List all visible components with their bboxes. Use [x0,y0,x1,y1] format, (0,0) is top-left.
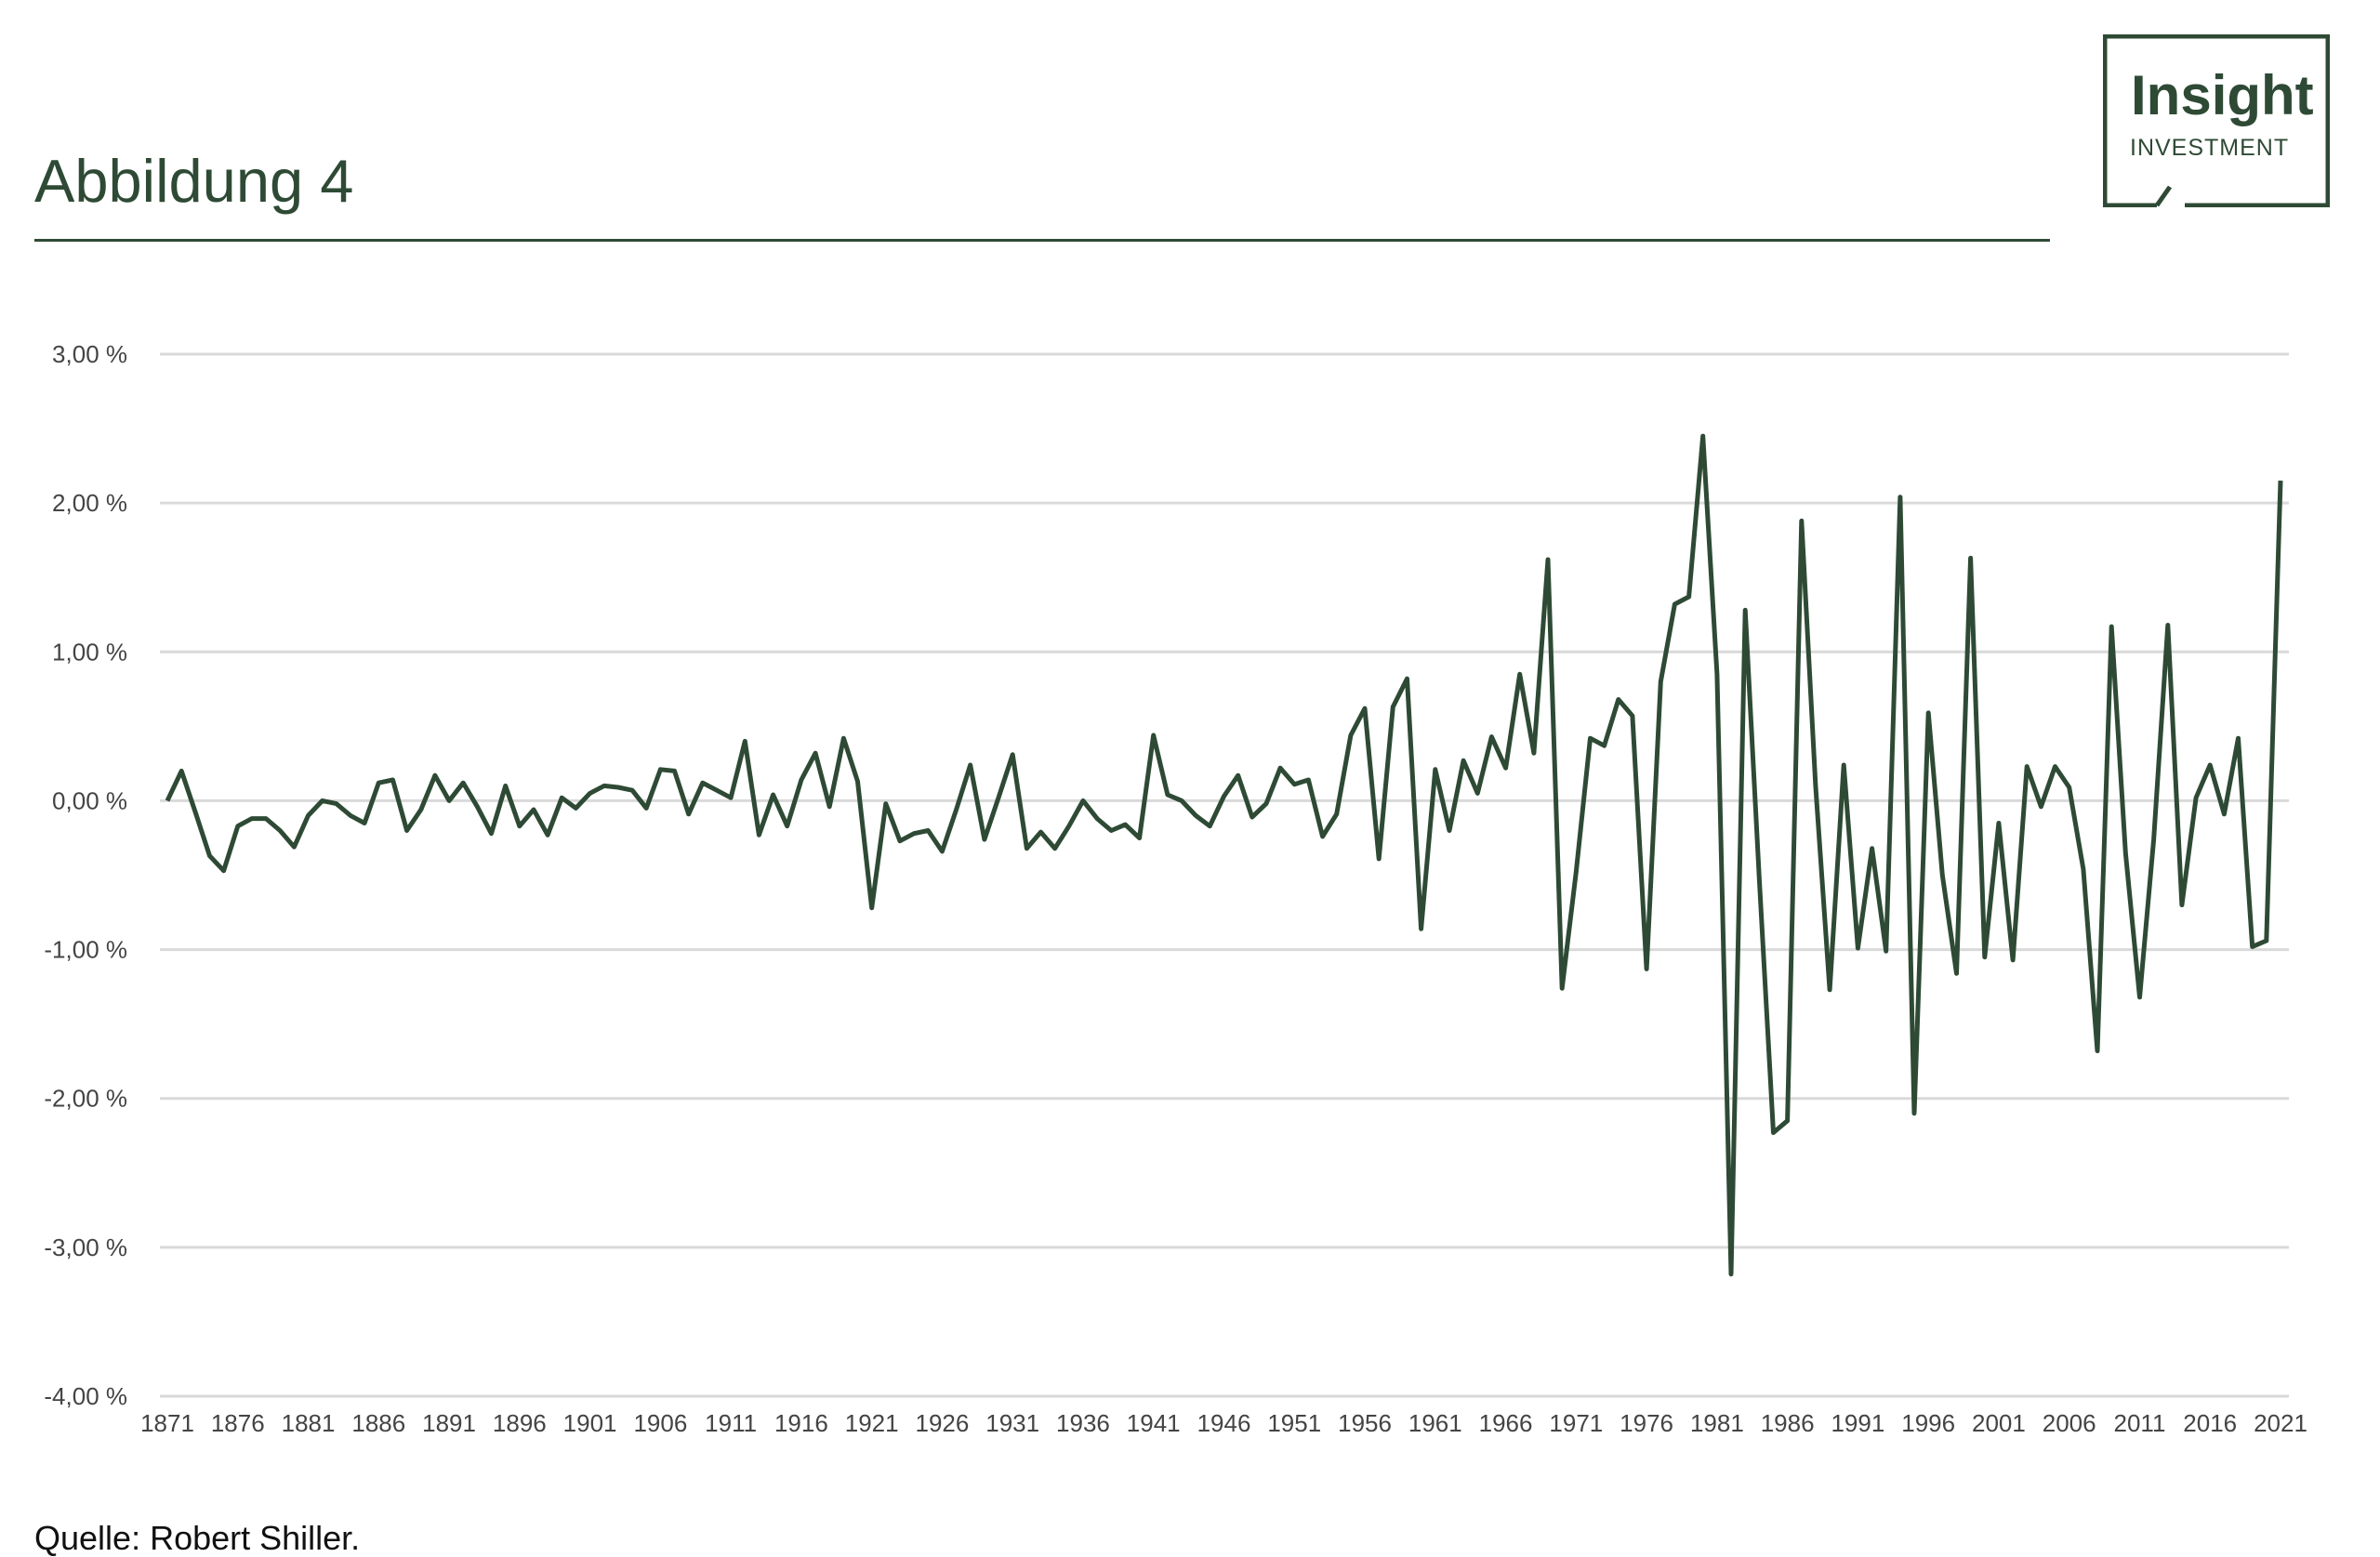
logo-wordmark: Insight [2131,64,2314,126]
y-tick-label: 2,00 % [52,489,127,517]
insight-investment-logo: Insight INVESTMENT [2102,33,2331,208]
x-tick-label: 1981 [1690,1409,1744,1437]
x-tick-label: 1971 [1549,1409,1603,1437]
logo-subtitle: INVESTMENT [2130,135,2290,161]
x-tick-label: 1871 [140,1409,194,1437]
x-tick-label: 1961 [1408,1409,1462,1437]
series-line [165,433,2283,1277]
x-tick-label: 1986 [1761,1409,1815,1437]
x-tick-label: 1896 [493,1409,547,1437]
x-tick-label: 1931 [985,1409,1039,1437]
y-tick-label: -1,00 % [44,936,127,964]
series-line-layer [165,433,2283,1277]
x-tick-label: 2021 [2254,1409,2307,1437]
y-axis-tick-labels: 3,00 % 2,00 % 1,00 % 0,00 % -1,00 % -2,00 % -3… [44,340,127,1410]
x-tick-label: 1996 [1901,1409,1955,1437]
x-axis-tick-labels: 1871 1876 1881 1886 1891 1896 1901 1906 1911 1916… [140,1409,2307,1437]
y-tick-label: 0,00 % [52,786,127,814]
x-tick-label: 2011 [2114,1409,2166,1437]
x-tick-label: 1911 [705,1409,757,1437]
x-tick-label: 1956 [1338,1409,1392,1437]
x-tick-label: 1876 [211,1409,265,1437]
x-tick-label: 2001 [1972,1409,2026,1437]
gridlines [160,352,2289,1398]
x-tick-label: 1941 [1127,1409,1181,1437]
source-note: Quelle: Robert Shiller. [34,1519,361,1557]
x-tick-label: 2006 [2043,1409,2096,1437]
x-tick-label: 1906 [633,1409,687,1437]
y-tick-label: -4,00 % [44,1382,127,1410]
x-tick-label: 1921 [845,1409,899,1437]
y-tick-label: -2,00 % [44,1085,127,1113]
x-tick-label: 1926 [916,1409,970,1437]
x-tick-label: 1946 [1197,1409,1251,1437]
x-tick-label: 1916 [774,1409,828,1437]
x-tick-label: 1881 [282,1409,336,1437]
x-tick-label: 1976 [1620,1409,1673,1437]
line-chart: 3,00 % 2,00 % 1,00 % 0,00 % -1,00 % -2,00 % -3… [44,340,2307,1437]
x-tick-label: 1936 [1056,1409,1110,1437]
x-tick-label: 1951 [1267,1409,1321,1437]
title-divider [34,239,2050,242]
logo-frame-icon [2102,33,2331,208]
x-tick-label: 1966 [1479,1409,1533,1437]
x-tick-label: 1901 [563,1409,617,1437]
y-tick-label: 3,00 % [52,340,127,368]
x-tick-label: 1991 [1831,1409,1884,1437]
x-tick-label: 1891 [422,1409,476,1437]
y-tick-label: -3,00 % [44,1234,127,1261]
x-tick-label: 2016 [2183,1409,2237,1437]
page-title: Abbildung 4 [34,147,354,215]
y-tick-label: 1,00 % [52,638,127,666]
x-tick-label: 1886 [351,1409,405,1437]
